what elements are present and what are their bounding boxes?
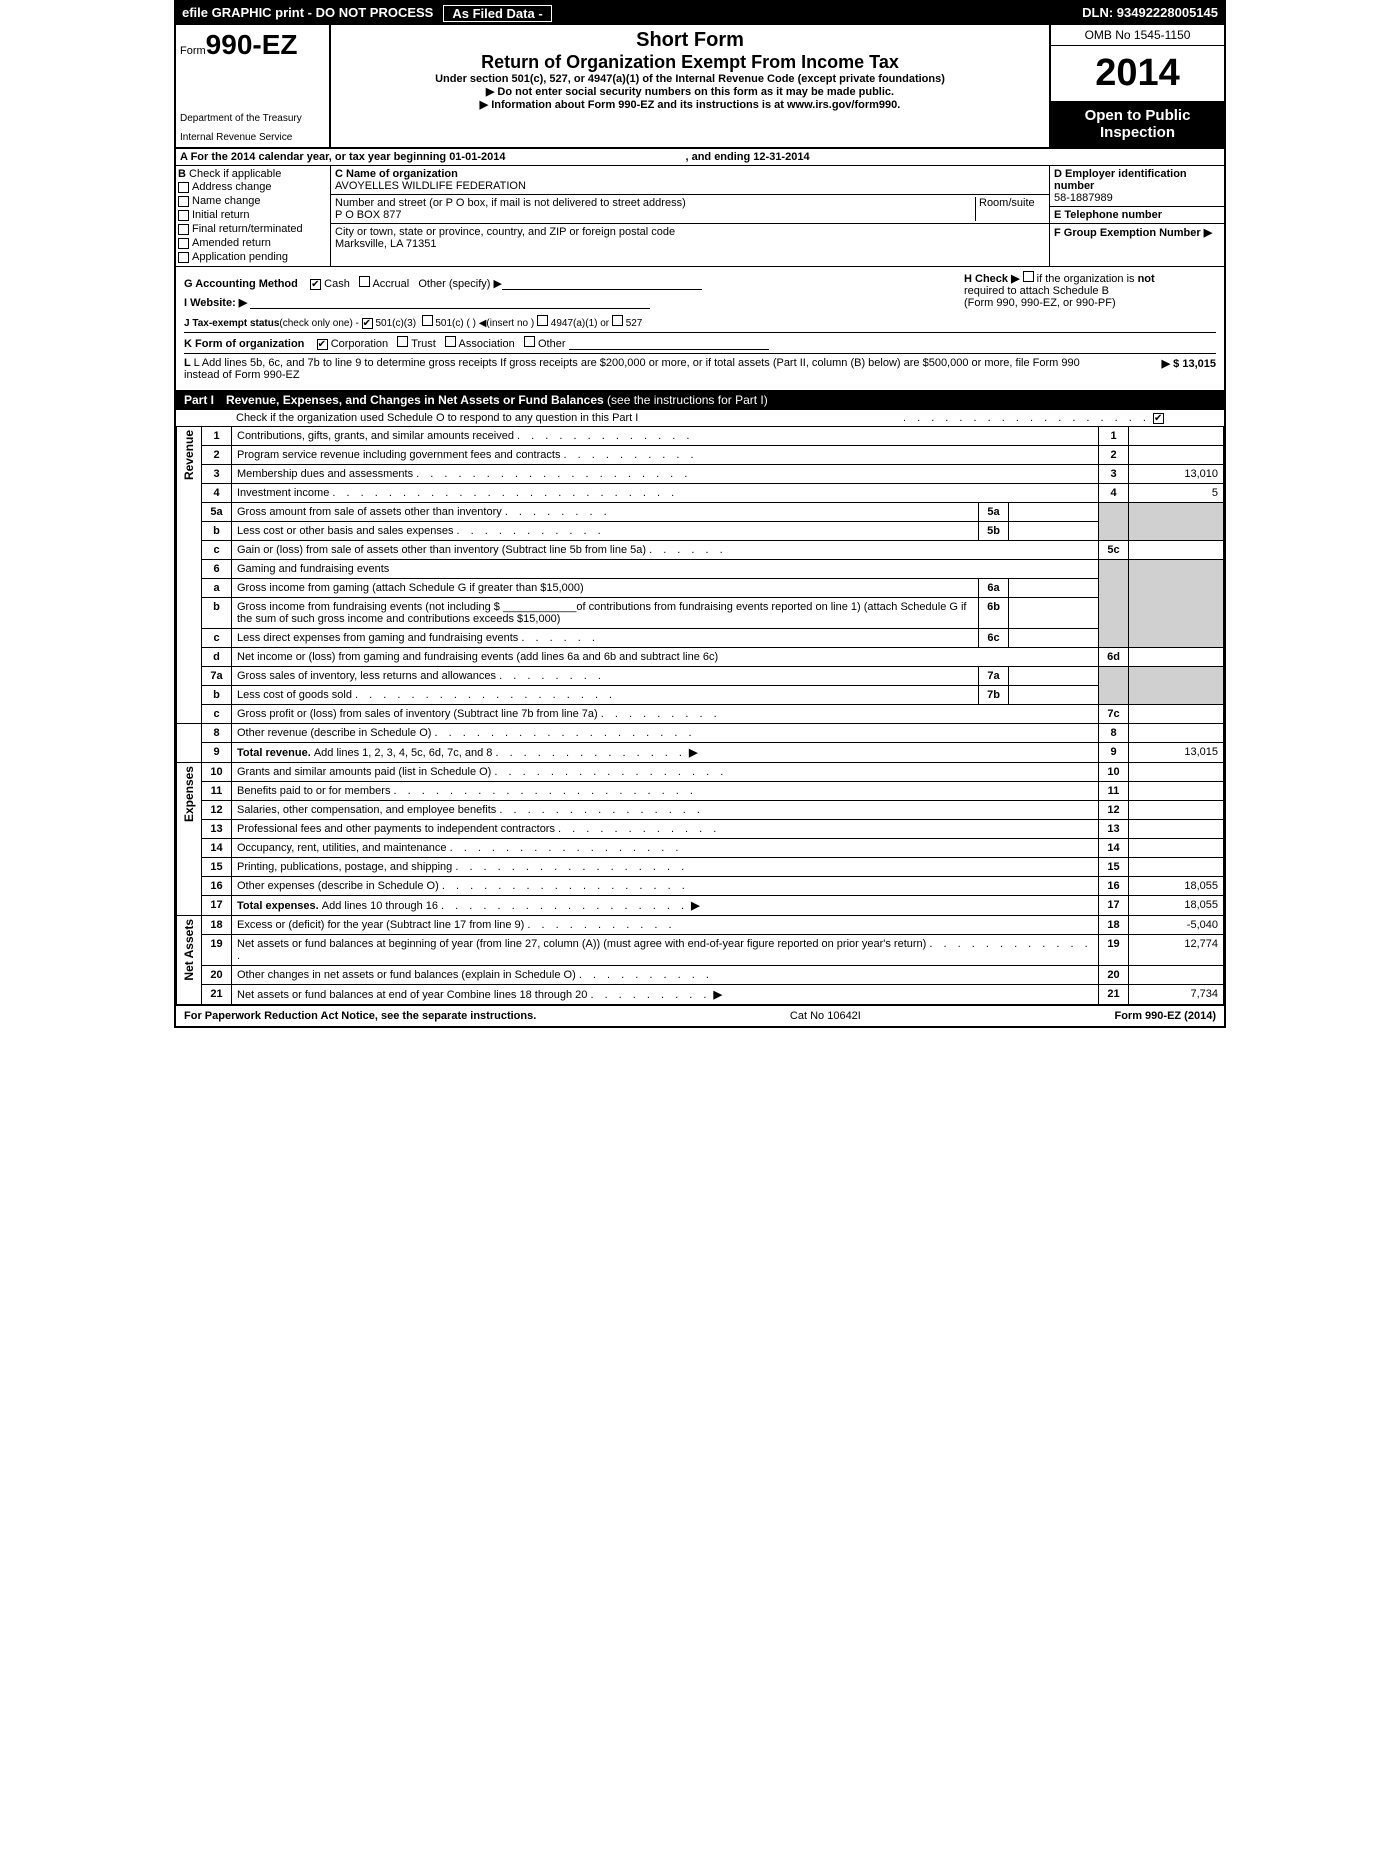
cb-amended-return[interactable] <box>178 238 189 249</box>
cb-h[interactable] <box>1023 271 1034 282</box>
cb-initial-return[interactable] <box>178 210 189 221</box>
amt-5a <box>1009 503 1099 522</box>
dept-treasury: Department of the Treasury <box>180 113 325 124</box>
cb-address-change[interactable] <box>178 182 189 193</box>
line-a: A For the 2014 calendar year, or tax yea… <box>176 149 1224 166</box>
cb-association[interactable] <box>445 336 456 347</box>
amt-4: 5 <box>1129 484 1224 503</box>
dln-label: DLN: 93492228005145 <box>1082 5 1218 22</box>
amt-9: 13,015 <box>1129 743 1224 763</box>
part1-header: Part I Revenue, Expenses, and Changes in… <box>176 390 1224 410</box>
cb-other[interactable] <box>524 336 535 347</box>
cb-527[interactable] <box>612 315 623 326</box>
org-name: AVOYELLES WILDLIFE FEDERATION <box>335 180 1045 192</box>
d-label: D Employer identification number <box>1054 168 1220 192</box>
short-form-title: Short Form <box>339 29 1041 52</box>
amt-13 <box>1129 820 1224 839</box>
amt-8 <box>1129 724 1224 743</box>
warn-info: ▶ Information about Form 990-EZ and its … <box>339 98 1041 111</box>
cb-final-return[interactable] <box>178 224 189 235</box>
top-bar: efile GRAPHIC print - DO NOT PROCESS As … <box>176 2 1224 25</box>
main-title: Return of Organization Exempt From Incom… <box>339 52 1041 73</box>
amt-6d <box>1129 648 1224 667</box>
irs-link[interactable]: www.irs.gov/form990 <box>787 99 897 111</box>
amt-3: 13,010 <box>1129 465 1224 484</box>
footer-right: Form 990-EZ (2014) <box>1114 1010 1216 1022</box>
c-room-label: Room/suite <box>975 197 1045 221</box>
cb-501c3[interactable] <box>362 318 373 329</box>
cb-accrual[interactable] <box>359 276 370 287</box>
amt-6a <box>1009 579 1099 598</box>
section-a: B Check if applicable Address change Nam… <box>176 166 1224 267</box>
amt-18: -5,040 <box>1129 916 1224 935</box>
amt-10 <box>1129 763 1224 782</box>
amt-11 <box>1129 782 1224 801</box>
amt-1 <box>1129 427 1224 446</box>
h-section: H Check ▶ if the organization is not req… <box>964 271 1214 309</box>
asfiled-label: As Filed Data - <box>443 5 551 22</box>
c-city-label: City or town, state or province, country… <box>335 226 1045 238</box>
header-row: Form990-EZ Department of the Treasury In… <box>176 25 1224 149</box>
sub-title: Under section 501(c), 527, or 4947(a)(1)… <box>339 73 1041 85</box>
cb-trust[interactable] <box>397 336 408 347</box>
cb-cash[interactable] <box>310 279 321 290</box>
amt-5c <box>1129 541 1224 560</box>
amt-5b <box>1009 522 1099 541</box>
form-page: efile GRAPHIC print - DO NOT PROCESS As … <box>174 0 1226 1028</box>
amt-7a <box>1009 667 1099 686</box>
footer-left: For Paperwork Reduction Act Notice, see … <box>184 1010 536 1022</box>
amt-14 <box>1129 839 1224 858</box>
tax-year: 2014 <box>1051 46 1224 101</box>
amt-15 <box>1129 858 1224 877</box>
f-label: F Group Exemption Number ▶ <box>1054 226 1220 239</box>
org-city: Marksville, LA 71351 <box>335 238 1045 250</box>
c-name-label: C Name of organization <box>335 168 1045 180</box>
amt-21: 7,734 <box>1129 985 1224 1005</box>
revenue-label: Revenue <box>177 427 202 724</box>
cb-501c[interactable] <box>422 315 433 326</box>
cb-application-pending[interactable] <box>178 252 189 263</box>
d-value: 58-1887989 <box>1054 192 1220 204</box>
amt-17: 18,055 <box>1129 896 1224 916</box>
cb-name-change[interactable] <box>178 196 189 207</box>
form-table: Revenue 1 Contributions, gifts, grants, … <box>176 426 1224 1005</box>
l-amount: ▶ $ 13,015 <box>1096 357 1216 381</box>
amt-12 <box>1129 801 1224 820</box>
org-street: P O BOX 877 <box>335 209 975 221</box>
cb-schedule-o[interactable] <box>1153 413 1164 424</box>
expenses-label: Expenses <box>177 763 202 916</box>
amt-7c <box>1129 705 1224 724</box>
amt-19: 12,774 <box>1129 935 1224 966</box>
footer-row: For Paperwork Reduction Act Notice, see … <box>176 1005 1224 1026</box>
open-inspection: Open to Public Inspection <box>1051 101 1224 147</box>
e-label: E Telephone number <box>1054 209 1220 221</box>
c-street-label: Number and street (or P O box, if mail i… <box>335 197 975 209</box>
omb-number: OMB No 1545-1150 <box>1051 25 1224 46</box>
form-prefix: Form <box>180 45 206 57</box>
cb-corporation[interactable] <box>317 339 328 350</box>
form-number: 990-EZ <box>206 29 298 60</box>
amt-6c <box>1009 629 1099 648</box>
footer-mid: Cat No 10642I <box>790 1010 861 1022</box>
amt-6b <box>1009 598 1099 629</box>
amt-7b <box>1009 686 1099 705</box>
efile-label: efile GRAPHIC print - DO NOT PROCESS <box>182 5 433 22</box>
amt-20 <box>1129 966 1224 985</box>
part1-sub: Check if the organization used Schedule … <box>176 410 1224 426</box>
amt-16: 18,055 <box>1129 877 1224 896</box>
cb-4947[interactable] <box>537 315 548 326</box>
netassets-label: Net Assets <box>177 916 202 1005</box>
dept-irs: Internal Revenue Service <box>180 132 325 143</box>
mid-section: H Check ▶ if the organization is not req… <box>176 267 1224 390</box>
warn-ssn: ▶ Do not enter social security numbers o… <box>339 85 1041 98</box>
amt-2 <box>1129 446 1224 465</box>
